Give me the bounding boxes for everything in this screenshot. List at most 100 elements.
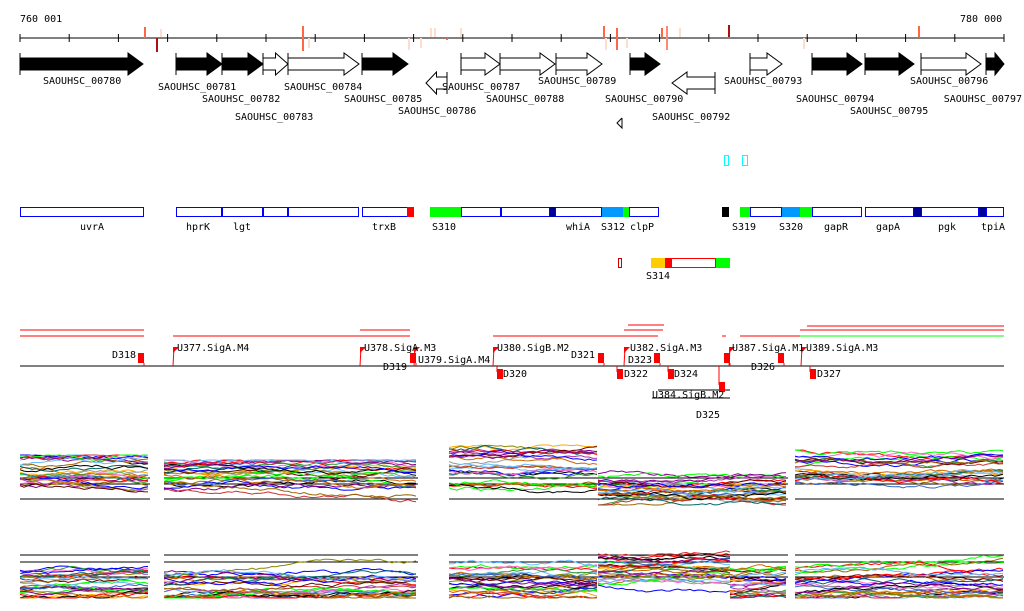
expression-line (164, 459, 417, 464)
terminator-mark (497, 369, 503, 379)
feature-label[interactable]: gapR (824, 222, 849, 233)
expression-line (729, 567, 787, 577)
transcript-label[interactable]: U377.SigA.M4 (177, 343, 250, 354)
transcript-label[interactable]: U384.SigB.M2 (652, 390, 725, 401)
expression-line (794, 573, 1004, 582)
expression-line (597, 555, 731, 563)
transcript-label[interactable]: D326 (751, 362, 776, 373)
transcript-label[interactable]: D318 (112, 350, 137, 361)
feature-label[interactable]: pgk (938, 222, 957, 233)
transcript-label[interactable]: D323 (628, 355, 653, 366)
feature-segment (550, 207, 555, 217)
feature-small (618, 258, 622, 268)
transcript-label[interactable]: U378.SigA.M3 (364, 343, 437, 354)
variant-mark (616, 28, 618, 50)
gene-label[interactable]: SAOUHSC_00794 (796, 94, 875, 105)
gene-label[interactable]: SAOUHSC_00784 (284, 82, 363, 93)
expression-line (729, 571, 787, 577)
gene-label[interactable]: SAOUHSC_00787 (442, 82, 521, 93)
gene-arrow (671, 71, 716, 95)
expression-line (19, 571, 149, 579)
variant-mark (408, 38, 410, 50)
transcript-label[interactable]: D327 (817, 369, 842, 380)
feature-label[interactable]: S314 (646, 271, 671, 282)
promoter-flag (729, 347, 735, 353)
expression-line (729, 580, 787, 586)
feature-label[interactable]: tpiA (981, 222, 1006, 233)
expression-line (163, 580, 417, 588)
gene-label[interactable]: SAOUHSC_00793 (724, 76, 803, 87)
feature-label[interactable]: S319 (732, 222, 757, 233)
gene-label[interactable]: SAOUHSC_00785 (344, 94, 423, 105)
feature-label[interactable]: S312 (601, 222, 626, 233)
gene-arrow (985, 51, 1005, 77)
gene-label[interactable]: SAOUHSC_00796 (910, 76, 989, 87)
gene-label[interactable]: SAOUHSC_00781 (158, 82, 237, 93)
variant-mark (308, 38, 310, 48)
gene-label[interactable]: SAOUHSC_00788 (486, 94, 565, 105)
feature-box (555, 207, 602, 217)
feature-box (501, 207, 550, 217)
expression-line (794, 469, 1004, 477)
transcript-label[interactable]: D322 (624, 369, 649, 380)
feature-label[interactable]: S310 (432, 222, 457, 233)
expression-line (597, 578, 731, 585)
transcript-label[interactable]: U379.SigA.M4 (418, 355, 491, 366)
transcript-label[interactable]: D320 (503, 369, 528, 380)
expression-line (448, 559, 598, 568)
gene-arrow (262, 51, 289, 77)
transcript-label[interactable]: D324 (674, 369, 699, 380)
transcript-label[interactable]: D321 (571, 350, 596, 361)
expression-line (19, 464, 149, 473)
expression-line (163, 481, 417, 499)
terminator-mark (617, 369, 623, 379)
gene-arrow (287, 52, 360, 76)
expression-line (448, 483, 598, 494)
feature-label[interactable]: S320 (779, 222, 804, 233)
transcript-label[interactable]: U387.SigA.M1 (732, 343, 805, 354)
gene-label[interactable]: SAOUHSC_00786 (398, 106, 477, 117)
transcript-label[interactable]: D319 (383, 362, 408, 373)
gene-label[interactable]: SAOUHSC_00782 (202, 94, 281, 105)
variant-mark (626, 38, 628, 48)
gene-label[interactable]: SAOUHSC_00783 (235, 112, 314, 123)
gene-label[interactable]: SAOUHSC_00792 (652, 112, 731, 123)
gene-label[interactable]: SAOUHSC_00797 (943, 94, 1022, 105)
expression-line (794, 577, 1004, 585)
gene-arrow (749, 52, 783, 76)
transcript-label[interactable]: U382.SigA.M3 (630, 343, 703, 354)
expression-line (448, 444, 598, 455)
terminator-mark (138, 353, 144, 363)
feature-label[interactable]: whiA (566, 222, 591, 233)
gene-label[interactable]: SAOUHSC_00795 (850, 106, 929, 117)
expression-line (729, 589, 787, 595)
feature-label[interactable]: clpP (630, 222, 655, 233)
transcript-label[interactable]: U380.SigB.M2 (497, 343, 570, 354)
expression-line (794, 468, 1004, 482)
feature-segment (430, 207, 461, 217)
expression-line (448, 449, 598, 460)
feature-label[interactable]: trxB (372, 222, 397, 233)
gene-arrow (920, 52, 982, 76)
expression-line (794, 468, 1004, 481)
expression-line (448, 482, 598, 492)
feature-segment (800, 207, 812, 217)
gene-label[interactable]: SAOUHSC_00780 (43, 76, 122, 87)
gene-label[interactable]: SAOUHSC_00789 (538, 76, 617, 87)
expression-line (597, 472, 787, 484)
feature-label[interactable]: lgt (233, 222, 252, 233)
gene-arrow (19, 52, 144, 76)
feature-label[interactable]: gapA (876, 222, 901, 233)
feature-label[interactable]: uvrA (80, 222, 105, 233)
feature-label[interactable]: hprK (186, 222, 211, 233)
expression-line (794, 480, 1004, 489)
expression-line (163, 470, 417, 480)
transcript-label[interactable]: D325 (696, 410, 721, 421)
gene-arrow (864, 52, 915, 76)
promoter-flag (624, 347, 630, 353)
expression-line (597, 480, 787, 489)
gene-label[interactable]: SAOUHSC_00790 (605, 94, 684, 105)
expression-line (19, 580, 149, 587)
transcript-label[interactable]: U389.SigA.M3 (806, 343, 879, 354)
expression-line (597, 577, 731, 584)
